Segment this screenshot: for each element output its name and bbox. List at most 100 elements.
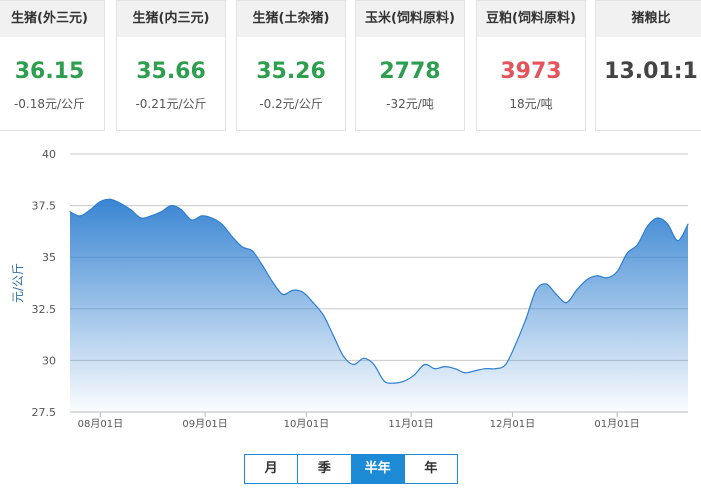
card-change: -0.2元/公斤 bbox=[259, 97, 323, 111]
data-point bbox=[89, 209, 91, 211]
data-point bbox=[160, 211, 162, 213]
data-point bbox=[292, 289, 294, 291]
data-point bbox=[474, 370, 476, 372]
y-tick-label: 32.5 bbox=[32, 303, 57, 316]
data-point bbox=[302, 291, 304, 293]
price-card[interactable]: 猪粮比 13.01:1 bbox=[595, 0, 701, 131]
price-card[interactable]: 玉米(饲料原料) 2778 -32元/吨 bbox=[355, 0, 465, 131]
card-change: -32元/吨 bbox=[386, 97, 434, 111]
card-price: 36.15 bbox=[14, 59, 85, 84]
data-point bbox=[322, 314, 324, 316]
data-point bbox=[535, 289, 537, 291]
data-point bbox=[424, 363, 426, 366]
card-price: 35.26 bbox=[256, 59, 326, 84]
data-point bbox=[596, 275, 598, 277]
x-tick-label: 10月01日 bbox=[284, 418, 329, 430]
data-point bbox=[191, 219, 193, 221]
period-season-button[interactable]: 季 bbox=[298, 455, 352, 483]
data-point bbox=[150, 215, 152, 217]
y-tick-label: 35 bbox=[42, 251, 56, 264]
data-point bbox=[413, 374, 416, 376]
data-point bbox=[403, 380, 405, 382]
y-tick-label: 27.5 bbox=[32, 406, 57, 419]
price-card[interactable]: 生猪(外三元) 36.15 -0.18元/公斤 bbox=[0, 0, 105, 131]
data-point bbox=[180, 209, 182, 211]
data-point bbox=[69, 211, 71, 213]
data-point bbox=[251, 250, 253, 252]
data-point bbox=[494, 368, 497, 370]
card-title: 生猪(土杂猪) bbox=[237, 1, 345, 37]
y-tick-label: 40 bbox=[42, 148, 56, 161]
x-tick-label: 12月01日 bbox=[490, 418, 535, 430]
data-point bbox=[434, 368, 436, 370]
x-tick-label: 09月01日 bbox=[182, 418, 227, 430]
data-point bbox=[170, 205, 172, 207]
data-point bbox=[646, 225, 649, 227]
card-price: 2778 bbox=[379, 59, 441, 84]
data-point bbox=[545, 283, 547, 285]
series-area bbox=[70, 199, 688, 412]
data-point bbox=[515, 343, 517, 345]
period-half-year-button[interactable]: 半年 bbox=[351, 455, 405, 483]
data-point bbox=[565, 302, 568, 304]
data-point bbox=[332, 335, 334, 337]
price-card[interactable]: 生猪(土杂猪) 35.26 -0.2元/公斤 bbox=[236, 0, 346, 131]
data-point bbox=[342, 355, 345, 357]
data-point bbox=[626, 252, 628, 254]
price-card[interactable]: 生猪(内三元) 35.66 -0.21元/公斤 bbox=[116, 0, 226, 131]
data-point bbox=[484, 368, 486, 370]
period-switcher: 月 季 半年 年 bbox=[244, 454, 458, 484]
data-point bbox=[606, 277, 608, 279]
data-point bbox=[373, 363, 375, 366]
data-point bbox=[109, 198, 112, 200]
period-month-button[interactable]: 月 bbox=[245, 455, 299, 483]
y-tick-label: 37.5 bbox=[32, 200, 57, 213]
data-point bbox=[272, 281, 274, 283]
data-point bbox=[221, 223, 223, 225]
data-point bbox=[383, 380, 385, 382]
data-point bbox=[261, 264, 264, 267]
card-change: 18元/吨 bbox=[509, 97, 553, 111]
data-point bbox=[444, 366, 446, 368]
price-area-chart: 27.5 30 32.5 35 37.5 40 08月01日 09月01日 10月01日 11月… bbox=[11, 148, 689, 430]
card-price: 35.66 bbox=[136, 59, 206, 84]
data-point bbox=[120, 202, 122, 205]
data-point bbox=[140, 217, 142, 219]
data-point bbox=[211, 217, 213, 219]
data-point bbox=[99, 200, 101, 203]
x-tick-label: 11月01日 bbox=[388, 418, 433, 430]
data-point bbox=[231, 236, 233, 238]
card-change: -0.18元/公斤 bbox=[13, 97, 86, 111]
chart-series bbox=[69, 198, 689, 412]
y-axis-label: 元/公斤 bbox=[11, 263, 25, 303]
data-point bbox=[464, 372, 466, 374]
card-title: 猪粮比 bbox=[596, 1, 701, 37]
data-point bbox=[616, 271, 618, 273]
x-axis: 08月01日 09月01日 10月01日 11月01日 12月01日 01月01日 bbox=[70, 411, 688, 430]
data-point bbox=[677, 240, 679, 242]
data-point bbox=[505, 363, 507, 366]
data-point bbox=[555, 293, 557, 295]
data-point bbox=[657, 217, 659, 219]
data-point bbox=[393, 382, 395, 384]
data-point bbox=[79, 215, 81, 217]
data-point bbox=[454, 368, 456, 370]
data-point bbox=[201, 215, 203, 217]
card-title: 生猪(外三元) bbox=[0, 1, 104, 37]
data-point bbox=[525, 318, 527, 320]
card-price: 13.01:1 bbox=[604, 59, 698, 84]
price-cards: 生猪(外三元) 36.15 -0.18元/公斤 生猪(内三元) 35.66 -0… bbox=[0, 0, 701, 145]
data-point bbox=[687, 223, 689, 225]
price-card[interactable]: 豆粕(饲料原料) 3973 18元/吨 bbox=[476, 0, 586, 131]
data-point bbox=[667, 223, 669, 225]
y-tick-label: 30 bbox=[42, 354, 56, 367]
data-point bbox=[241, 246, 243, 248]
card-price: 3973 bbox=[500, 59, 562, 84]
card-change: -0.21元/公斤 bbox=[135, 97, 207, 111]
card-title: 玉米(饲料原料) bbox=[356, 1, 464, 37]
y-axis: 27.5 30 32.5 35 37.5 40 bbox=[32, 148, 57, 419]
data-point bbox=[282, 293, 284, 295]
card-title: 豆粕(饲料原料) bbox=[477, 1, 585, 37]
period-year-button[interactable]: 年 bbox=[404, 455, 457, 483]
x-tick-label: 08月01日 bbox=[78, 418, 123, 430]
